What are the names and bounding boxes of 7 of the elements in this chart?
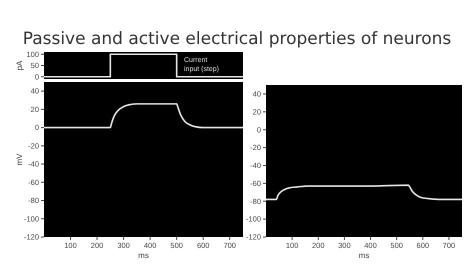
y-axis-title: pA xyxy=(15,60,24,70)
line-series xyxy=(265,184,463,200)
x-axis-title: ms xyxy=(358,251,370,260)
y-axis-title: mV xyxy=(15,152,24,166)
line-series xyxy=(43,103,244,128)
chart-title: Passive and active electrical properties of neurons xyxy=(22,29,452,49)
x-axis-title: ms xyxy=(138,251,149,260)
